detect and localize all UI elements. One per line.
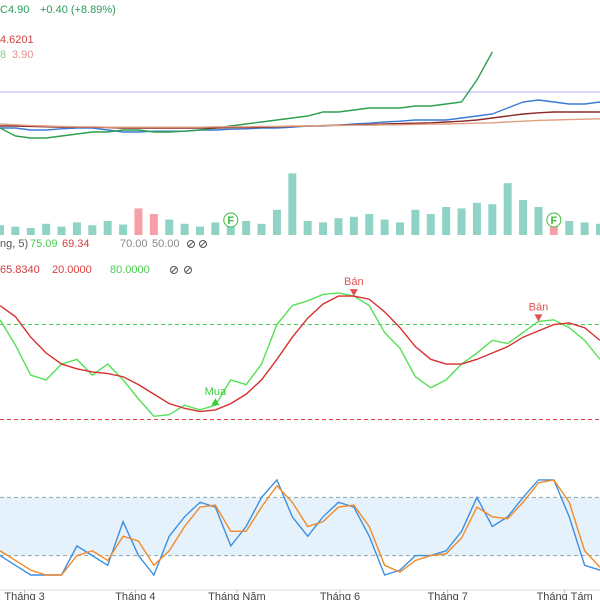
volume-bar (365, 214, 374, 235)
signal-label: Bán (529, 301, 549, 313)
volume-bar (457, 208, 466, 235)
signal-marker (534, 314, 543, 322)
signal-marker (349, 289, 358, 297)
x-tick-label: Tháng Năm (208, 591, 265, 600)
x-tick-label: Tháng Tám (537, 591, 593, 600)
x-tick-label: Tháng 7 (428, 591, 468, 600)
indicator-name: ng, 5) (0, 238, 28, 250)
event-label: F (227, 215, 234, 227)
event-icon (546, 212, 562, 228)
volume-bar (411, 209, 420, 235)
volume-bar (442, 207, 451, 235)
volume-bar (349, 216, 358, 235)
series-line (0, 295, 600, 413)
indicator-value: 75.09 (30, 238, 58, 250)
volume-bar (303, 221, 312, 235)
volume-bar (180, 223, 189, 235)
x-tick-label: Tháng 6 (320, 591, 360, 600)
volume-bar (242, 221, 251, 235)
volume-bar (57, 226, 66, 235)
volume-bar (288, 173, 297, 235)
volume-bar (565, 221, 574, 235)
event-icon (223, 212, 239, 228)
series-line (0, 118, 600, 128)
volume-bar (519, 200, 528, 235)
volume-bar (72, 222, 81, 235)
indicator-value: 65.8340 (0, 264, 40, 276)
volume-bar (119, 224, 128, 235)
series-line (0, 51, 493, 139)
volume-bar (149, 214, 158, 235)
volume-bar (0, 225, 4, 235)
volume-bar (380, 219, 389, 235)
indicator-value: 69.34 (62, 238, 90, 250)
volume-bar (226, 225, 235, 235)
change: +0.40 (+8.89%) (40, 4, 116, 16)
volume-bar (334, 218, 343, 235)
volume-bar (88, 225, 97, 235)
volume-bar (165, 219, 174, 235)
event-label: F (550, 215, 557, 227)
volume-bar (396, 222, 404, 235)
volume-bar (319, 222, 328, 235)
volume-bar (211, 222, 220, 235)
price: C4.90 (0, 4, 29, 16)
level-label: 20.0000 (52, 264, 92, 276)
indicator-value: 8 (0, 49, 6, 61)
signal-label: Bán (344, 276, 364, 288)
volume-bar (257, 223, 266, 235)
signal-label: Mua (205, 386, 227, 398)
volume-bar (11, 226, 20, 235)
signal-marker (211, 398, 220, 406)
volume-bar (596, 223, 600, 235)
indicator-value: 70.00 (120, 238, 148, 250)
volume-bar (134, 208, 143, 235)
volume-bar (488, 204, 497, 235)
indicator-value: 3.90 (12, 49, 33, 61)
volume-bar (534, 207, 543, 235)
volume-bar (580, 222, 589, 235)
volume-bar (42, 223, 51, 235)
indicator-value: 50.00 (152, 238, 180, 250)
volume-bar (503, 183, 512, 235)
x-tick-label: Tháng 4 (115, 591, 155, 600)
volume-bar (426, 214, 435, 235)
icons (170, 240, 207, 274)
volume-bar (196, 226, 204, 235)
volume-bar (472, 202, 481, 235)
volume-bar (272, 209, 281, 235)
series-line (0, 479, 600, 576)
level-label: 80.0000 (110, 264, 150, 276)
x-tick-label: Tháng 3 (4, 591, 44, 600)
series-line (0, 292, 600, 418)
volume-bar (103, 221, 112, 235)
series-line (0, 478, 600, 577)
indicator-value: 4.6201 (0, 34, 34, 46)
volume-bar (26, 228, 35, 235)
